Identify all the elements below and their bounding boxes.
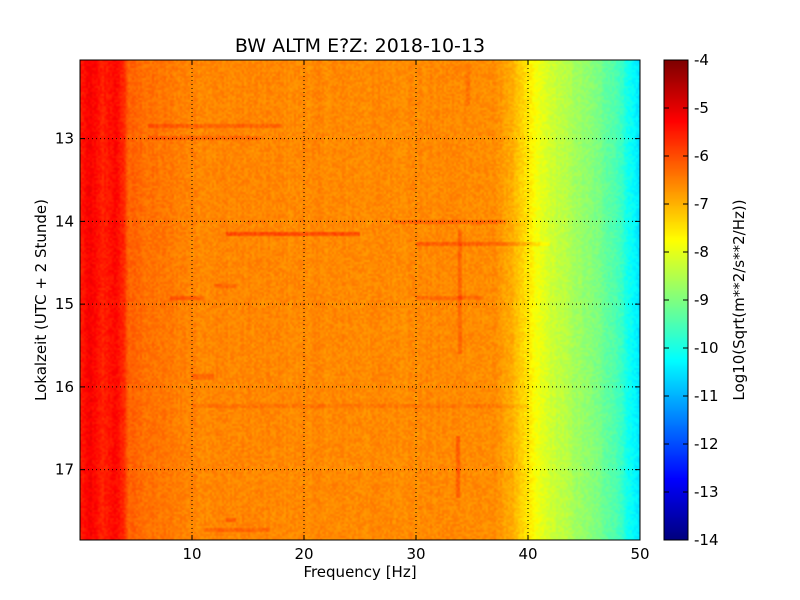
colorbar-tick-label: -10: [694, 339, 719, 357]
colorbar-tick-label: -13: [694, 483, 719, 501]
x-axis-ticks: 10 20 30 40 50: [182, 60, 650, 563]
y-tick-label: 15: [55, 295, 74, 313]
x-axis-label: Frequency [Hz]: [303, 563, 416, 581]
x-tick-label: 10: [182, 545, 201, 563]
y-tick-label: 16: [55, 378, 74, 396]
colorbar-tick-label: -11: [694, 387, 719, 405]
x-tick-label: 50: [630, 545, 649, 563]
colorbar-tick-label: -6: [694, 147, 709, 165]
x-tick-label: 30: [406, 545, 425, 563]
y-tick-label: 17: [55, 461, 74, 479]
colorbar-ticks: -4 -5 -6 -7 -8 -9 -10 -11 -12 -13 -14: [664, 51, 719, 549]
y-axis-ticks: 13 14 15 16 17: [55, 130, 640, 479]
colorbar-tick-label: -5: [694, 99, 709, 117]
x-tick-label: 20: [294, 545, 313, 563]
y-tick-label: 13: [55, 130, 74, 148]
chart-title: BW ALTM E?Z: 2018-10-13: [235, 35, 485, 57]
x-tick-label: 40: [518, 545, 537, 563]
colorbar-tick-label: -7: [694, 195, 709, 213]
y-tick-label: 14: [55, 212, 74, 230]
plot-frame: [79, 59, 641, 541]
colorbar-label: Log10(Sqrt(m**2/s**2/Hz)): [730, 199, 748, 400]
colorbar-tick-label: -12: [694, 435, 719, 453]
colorbar-tick-label: -9: [694, 291, 709, 309]
colorbar-tick-label: -14: [694, 531, 719, 549]
colorbar-tick-label: -8: [694, 243, 709, 261]
colorbar-tick-label: -4: [694, 51, 709, 69]
y-axis-label: Lokalzeit (UTC + 2 Stunde): [32, 199, 50, 401]
grid-lines: [80, 60, 640, 540]
spectrogram-heatmap: [80, 60, 640, 540]
